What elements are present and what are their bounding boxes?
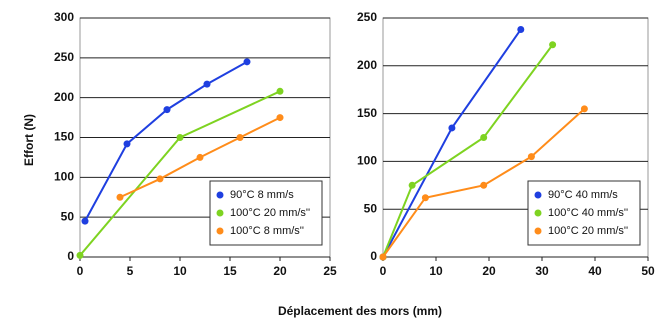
x-tick-label: 15: [223, 264, 237, 278]
x-tick-label: 0: [380, 264, 387, 278]
x-axis-label: Déplacement des mors (mm): [278, 304, 442, 318]
y-tick-label: 150: [54, 130, 74, 144]
data-point: [203, 80, 211, 88]
x-tick-label: 30: [535, 264, 549, 278]
data-point: [379, 253, 387, 261]
legend: 90°C 8 mm/s 100°C 20 mm/s'' 100°C 8 mm/s'': [209, 180, 323, 246]
legend-label: 100°C 40 mm/s'': [548, 207, 628, 219]
data-point: [236, 134, 244, 141]
data-point: [243, 58, 251, 66]
legend-marker: [216, 209, 224, 217]
legend-marker: [216, 191, 224, 199]
data-point: [549, 41, 557, 49]
data-point: [176, 134, 184, 141]
legend-marker: [534, 209, 542, 217]
x-tick-label: 20: [482, 264, 496, 278]
legend-label: 100°C 20 mm/s'': [548, 225, 628, 237]
y-tick-label: 50: [61, 209, 75, 223]
x-tick-label: 10: [173, 264, 187, 278]
legend-marker: [216, 227, 224, 235]
x-tick-label: 0: [77, 264, 84, 278]
legend-box: [527, 180, 641, 246]
y-tick-label: 200: [357, 58, 377, 72]
series-line: [382, 44, 554, 258]
x-tick-label: 5: [127, 264, 134, 278]
legend-label: 100°C 8 mm/s'': [230, 225, 304, 237]
data-point: [163, 106, 171, 114]
data-point: [196, 153, 204, 161]
data-point: [123, 140, 131, 148]
data-point: [421, 194, 429, 202]
y-tick-label: 300: [54, 10, 74, 24]
y-tick-label: 250: [54, 50, 74, 64]
legend-label: 100°C 20 mm/s'': [230, 207, 310, 219]
legend-box: [209, 180, 323, 246]
legend-label: 90°C 8 mm/s: [230, 189, 294, 201]
y-tick-label: 250: [357, 10, 377, 24]
y-tick-label: 100: [357, 154, 377, 168]
data-point: [156, 175, 164, 183]
legend-marker: [534, 191, 542, 199]
x-tick-label: 10: [429, 264, 443, 278]
data-point: [81, 217, 89, 225]
data-point: [527, 153, 535, 161]
y-tick-label: 0: [370, 249, 377, 263]
data-point: [116, 193, 124, 201]
data-point: [276, 87, 284, 95]
x-tick-label: 25: [323, 264, 337, 278]
data-point: [580, 105, 588, 113]
y-axis-label: Effort (N): [22, 114, 36, 166]
legend: 90°C 40 mm/s 100°C 40 mm/s'' 100°C 20 mm/s…: [527, 180, 641, 246]
legend-marker: [534, 227, 542, 235]
data-point: [408, 181, 416, 189]
data-point: [480, 134, 488, 141]
y-tick-label: 200: [54, 90, 74, 104]
y-tick-label: 150: [357, 106, 377, 120]
y-tick-label: 100: [54, 170, 74, 184]
data-point: [517, 25, 525, 33]
data-point: [276, 114, 284, 122]
x-tick-label: 40: [588, 264, 602, 278]
data-point: [76, 251, 84, 259]
y-tick-label: 50: [364, 201, 378, 215]
data-point: [480, 181, 488, 189]
y-tick-label: 0: [67, 249, 74, 263]
x-tick-label: 20: [273, 264, 287, 278]
data-point: [448, 124, 456, 132]
legend-label: 90°C 40 mm/s: [548, 189, 618, 201]
x-tick-label: 50: [641, 264, 655, 278]
